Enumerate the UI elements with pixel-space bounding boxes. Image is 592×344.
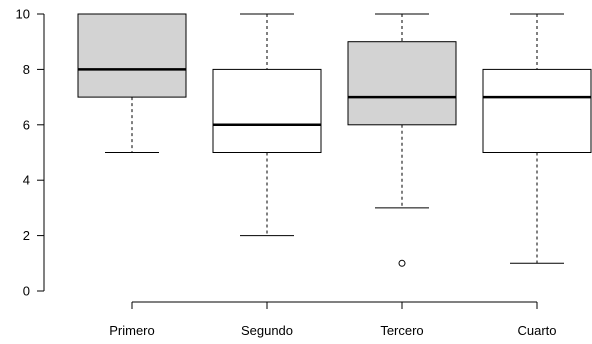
y-tick-label-10: 10 — [16, 7, 30, 22]
y-tick-label-8: 8 — [23, 62, 30, 77]
y-tick-label-4: 4 — [23, 173, 30, 188]
x-tick-label-tercero: Tercero — [380, 323, 423, 338]
y-tick-label-6: 6 — [23, 117, 30, 132]
x-tick-label-segundo: Segundo — [241, 323, 293, 338]
box-primero-iqr-box — [77, 13, 187, 98]
y-tick-label-0: 0 — [23, 284, 30, 299]
x-tick-label-cuarto: Cuarto — [517, 323, 556, 338]
box-tercero-outlier-0 — [398, 259, 406, 267]
box-cuarto-iqr-box — [482, 68, 592, 153]
box-tercero-iqr-box — [347, 41, 457, 126]
box-segundo-iqr-box — [212, 68, 322, 153]
y-tick-label-2: 2 — [23, 228, 30, 243]
x-tick-label-primero: Primero — [109, 323, 155, 338]
